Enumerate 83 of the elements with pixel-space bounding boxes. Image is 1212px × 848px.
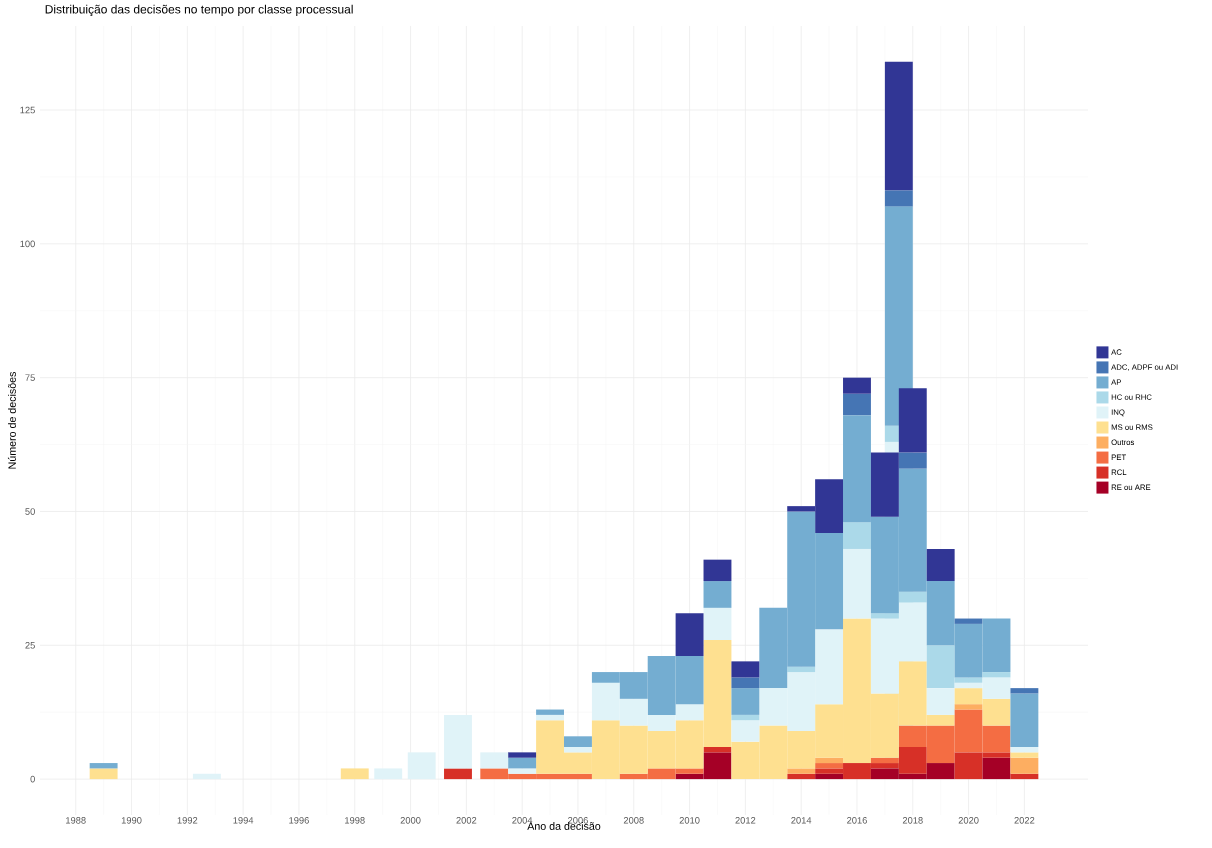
y-tick-label: 125 (20, 106, 35, 114)
bar (815, 773, 844, 780)
x-tick-label: 1988 (66, 817, 86, 824)
bar (508, 752, 537, 758)
bar (480, 752, 509, 769)
x-tick-label: 1990 (121, 817, 142, 824)
y-tick-label: 100 (20, 240, 35, 248)
bar (192, 773, 221, 780)
bar (703, 747, 732, 753)
bar (954, 618, 983, 624)
bar (675, 613, 704, 657)
y-axis-title: Número de decisões (7, 371, 16, 469)
x-tick-label: 2014 (791, 817, 812, 824)
bar (564, 747, 592, 753)
y-tick-label: 75 (25, 374, 35, 381)
bar (444, 768, 472, 780)
bar (1010, 747, 1039, 753)
bar (982, 672, 1011, 678)
bar (703, 607, 732, 640)
x-tick-label: 1998 (345, 817, 365, 824)
bar (884, 61, 913, 191)
bar (1010, 688, 1039, 694)
x-tick-label: 2008 (623, 817, 644, 824)
x-tick-label: 2002 (456, 817, 477, 824)
bar (731, 714, 760, 721)
bar (898, 591, 927, 603)
bar (89, 768, 118, 780)
x-tick-label: 2006 (568, 817, 588, 824)
bar (843, 548, 871, 619)
bar (954, 704, 983, 710)
bar (870, 613, 899, 619)
bar (564, 736, 592, 748)
bar (815, 763, 844, 769)
bar (374, 768, 403, 780)
bar (843, 377, 871, 394)
bar (444, 714, 472, 769)
chart-title: Distribuição das decisões no tempo por classe processual (45, 4, 353, 16)
x-tick-label: 2016 (847, 817, 867, 824)
x-tick-label: 2018 (902, 817, 923, 824)
x-tick-label: 2012 (735, 817, 756, 824)
y-tick-label: 0 (30, 775, 35, 783)
bar (731, 677, 760, 689)
x-tick-label: 2010 (679, 817, 700, 824)
bar (787, 768, 816, 774)
bar (1010, 773, 1039, 780)
bar (884, 190, 913, 207)
bar (884, 206, 913, 426)
bar (787, 666, 816, 673)
bar (340, 768, 369, 780)
bar (731, 661, 760, 678)
bar (815, 757, 844, 764)
x-tick-label: 1992 (177, 817, 198, 824)
x-tick-label: 2004 (512, 817, 533, 824)
bar (898, 388, 927, 453)
bar (870, 452, 899, 517)
bar (982, 757, 1011, 780)
bar (89, 763, 118, 769)
x-tick-label: 1996 (289, 817, 309, 824)
y-tick-label: 50 (25, 508, 35, 515)
bar (926, 688, 955, 715)
bar (1010, 757, 1039, 774)
bar (870, 757, 899, 764)
bar (407, 752, 436, 780)
x-tick-label: 2000 (400, 817, 421, 824)
bar (703, 559, 732, 582)
bar (843, 393, 871, 416)
bar (843, 522, 871, 549)
x-tick-label: 2020 (958, 817, 979, 824)
x-tick-label: 2022 (1014, 817, 1035, 824)
bar (508, 768, 537, 774)
bar (787, 773, 816, 780)
bar (1010, 693, 1039, 748)
bar (1010, 752, 1039, 758)
bar (536, 714, 565, 721)
bar (898, 452, 927, 469)
x-axis-title: Ano da decisão (527, 822, 601, 830)
bar (536, 709, 565, 715)
x-tick-label: 1994 (233, 817, 254, 824)
bar (731, 688, 760, 715)
bar (703, 581, 732, 608)
bar (926, 548, 955, 582)
y-tick-label: 25 (25, 642, 35, 649)
bar (508, 757, 537, 769)
